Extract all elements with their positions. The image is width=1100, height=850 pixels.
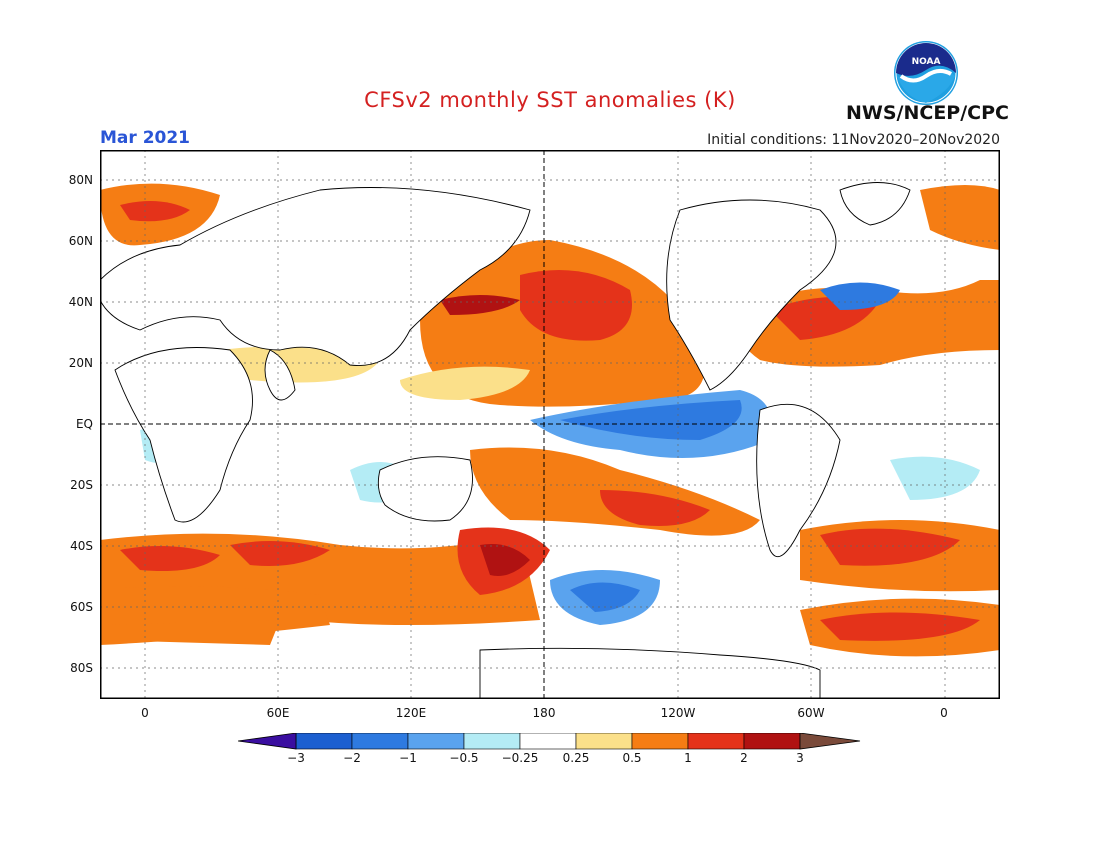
lat-label-40n: 40N [68,295,93,309]
colorbar-bin [631,733,689,750]
valid-month-label: Mar 2021 [100,128,191,148]
coastlines [100,182,911,699]
lat-label-60s: 60S [70,600,93,614]
colorbar-bin [463,733,521,750]
lon-label-0-left: 0 [141,706,149,720]
sst-anomaly-map [100,150,1000,699]
anomaly-colorbar [238,733,861,750]
graticule [100,150,1000,699]
colorbar-tick-label: 0.25 [562,751,590,765]
lat-label-80s: 80S [70,661,93,675]
colorbar-tick-label: −1 [399,751,417,765]
colorbar-tick-label: −3 [287,751,305,765]
colorbar-tick-label: −0.25 [501,751,539,765]
lon-label-60e: 60E [266,706,290,720]
lon-label-120w: 120W [660,706,696,720]
colorbar-tick-label: 3 [796,751,804,765]
lat-label-eq: EQ [75,417,93,431]
lat-label-20s: 20S [70,478,93,492]
colorbar-tick-label: 0.5 [622,751,642,765]
noaa-logo-icon: NOAA [894,41,958,105]
colorbar-bin [575,733,633,750]
chart-title: CFSv2 monthly SST anomalies (K) [364,88,736,112]
colorbar-tick-label: 1 [684,751,692,765]
lat-label-20n: 20N [68,356,93,370]
agency-label: NWS/NCEP/CPC [846,102,1009,124]
colorbar-tick-label: 2 [740,751,748,765]
lon-label-60w: 60W [797,706,825,720]
colorbar-bin [351,733,409,750]
lon-label-180: 180 [532,706,556,720]
colorbar-bin [295,733,353,750]
colorbar-tick-label: −2 [343,751,361,765]
colorbar-bin [743,733,801,750]
lon-label-0-right: 0 [940,706,948,720]
colorbar-bin [407,733,465,750]
lon-label-120e: 120E [395,706,427,720]
lat-label-80n: 80N [68,173,93,187]
lat-label-60n: 60N [68,234,93,248]
colorbar-low-arrow [238,733,297,750]
equator-dateline [100,150,1000,699]
colorbar-tick-label: −0.5 [449,751,479,765]
noaa-logo-text: NOAA [912,57,941,67]
initial-conditions-label: Initial conditions: 11Nov2020–20Nov2020 [707,132,1000,148]
colorbar-bin [519,733,577,750]
colorbar-high-arrow [799,733,861,750]
lat-label-40s: 40S [70,539,93,553]
colorbar-bin [687,733,745,750]
